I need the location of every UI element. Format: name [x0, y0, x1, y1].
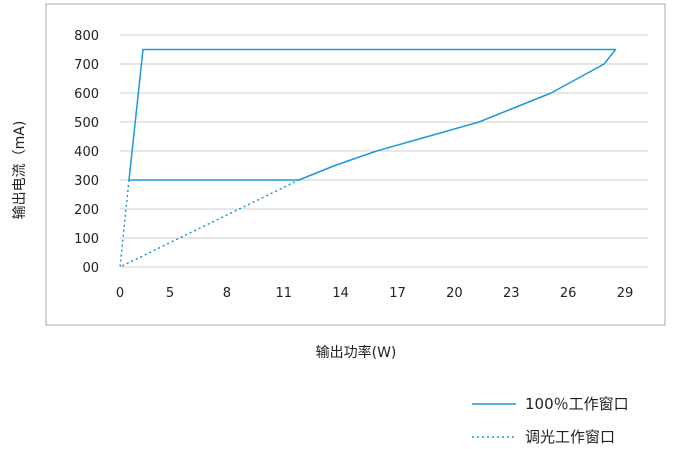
- y-axis-label: 输出电流（mA): [12, 121, 28, 220]
- x-tick-label: 14: [332, 286, 349, 301]
- y-tick-label: 700: [74, 58, 99, 73]
- y-tick-label: 300: [74, 174, 99, 189]
- x-tick-label: 26: [560, 286, 577, 301]
- y-tick-label: 200: [74, 203, 99, 218]
- x-tick-label: 20: [446, 286, 463, 301]
- y-tick-label: 500: [74, 116, 99, 131]
- y-axis-ticks: 00 100 200 300 400 500 600 700 800: [74, 29, 99, 276]
- x-axis-label: 输出功率(W): [316, 344, 397, 361]
- legend: 100％工作窗口 调光工作窗口: [472, 395, 629, 446]
- y-tick-label: 400: [74, 145, 99, 160]
- y-tick-label: 800: [74, 29, 99, 44]
- x-tick-label: 11: [275, 286, 292, 301]
- x-axis-ticks: 0 5 8 11 14 17 20 23 26 29: [116, 286, 633, 301]
- x-tick-label: 0: [116, 286, 124, 301]
- legend-label-solid: 100％工作窗口: [525, 395, 629, 413]
- x-tick-label: 8: [223, 286, 231, 301]
- x-tick-label: 29: [617, 286, 634, 301]
- x-tick-label: 23: [503, 286, 520, 301]
- y-tick-label: 100: [74, 232, 99, 247]
- gridlines: [120, 34, 648, 268]
- x-tick-label: 17: [389, 286, 406, 301]
- y-tick-label: 600: [74, 87, 99, 102]
- y-tick-label: 00: [82, 261, 99, 276]
- series-line-2: [119, 179, 300, 268]
- plot-frame: [45, 3, 666, 326]
- series-line-1: [128, 48, 617, 181]
- x-tick-label: 5: [166, 286, 174, 301]
- series-lines: [119, 48, 617, 268]
- legend-label-dotted: 调光工作窗口: [525, 428, 615, 446]
